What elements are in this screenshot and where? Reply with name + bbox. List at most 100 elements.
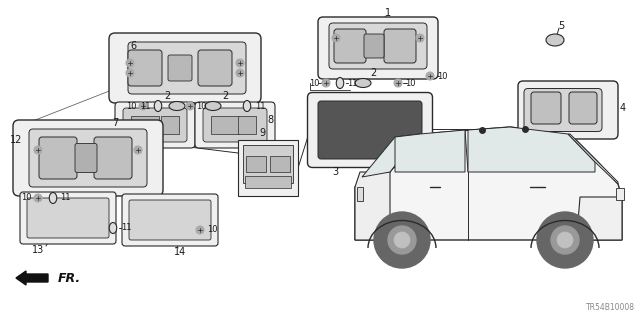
Bar: [243, 145, 293, 183]
Ellipse shape: [336, 77, 344, 89]
Circle shape: [34, 146, 42, 154]
Bar: [270, 156, 290, 172]
Text: 1: 1: [385, 8, 391, 18]
Text: 13: 13: [32, 245, 44, 255]
FancyBboxPatch shape: [318, 17, 438, 79]
Circle shape: [236, 59, 244, 67]
FancyBboxPatch shape: [122, 194, 218, 246]
Text: 10: 10: [20, 194, 31, 203]
Text: 14: 14: [174, 247, 186, 257]
Text: 10: 10: [125, 101, 136, 110]
Polygon shape: [362, 134, 420, 177]
Ellipse shape: [109, 222, 116, 234]
FancyBboxPatch shape: [128, 50, 162, 86]
Text: 11: 11: [347, 78, 357, 87]
Bar: [246, 156, 266, 172]
Ellipse shape: [49, 193, 57, 204]
FancyBboxPatch shape: [518, 81, 618, 139]
FancyBboxPatch shape: [329, 23, 427, 69]
Circle shape: [126, 59, 134, 67]
Ellipse shape: [355, 78, 371, 87]
Circle shape: [134, 146, 142, 154]
Text: 4: 4: [620, 103, 626, 113]
FancyBboxPatch shape: [123, 108, 187, 142]
Circle shape: [394, 79, 402, 87]
Text: TR54B10008: TR54B10008: [586, 303, 635, 312]
Text: 11: 11: [140, 101, 150, 110]
Ellipse shape: [169, 101, 185, 110]
Text: 12: 12: [10, 135, 22, 145]
Text: 10: 10: [207, 226, 217, 235]
FancyBboxPatch shape: [203, 108, 267, 142]
FancyBboxPatch shape: [569, 92, 597, 124]
Circle shape: [332, 34, 340, 42]
Text: 5: 5: [558, 21, 564, 31]
Text: 10: 10: [436, 71, 447, 81]
Bar: [616, 188, 624, 200]
Circle shape: [139, 102, 147, 110]
Bar: [161, 116, 179, 134]
FancyBboxPatch shape: [27, 198, 109, 238]
FancyBboxPatch shape: [198, 50, 232, 86]
FancyArrow shape: [16, 271, 48, 285]
Circle shape: [126, 69, 134, 77]
Circle shape: [537, 212, 593, 268]
Circle shape: [34, 194, 42, 202]
Polygon shape: [355, 172, 390, 240]
FancyBboxPatch shape: [168, 55, 192, 81]
FancyBboxPatch shape: [384, 29, 416, 63]
Circle shape: [394, 232, 410, 248]
FancyBboxPatch shape: [75, 143, 97, 172]
Bar: [211, 116, 239, 134]
Text: 10: 10: [308, 78, 319, 87]
FancyBboxPatch shape: [109, 33, 261, 103]
Circle shape: [416, 34, 424, 42]
Text: 6: 6: [130, 41, 136, 51]
Ellipse shape: [154, 100, 162, 111]
Text: 10: 10: [196, 101, 206, 110]
Polygon shape: [395, 130, 465, 172]
Bar: [357, 187, 363, 201]
Bar: [245, 176, 291, 188]
FancyBboxPatch shape: [318, 101, 422, 159]
FancyBboxPatch shape: [524, 89, 602, 132]
Text: 10: 10: [404, 78, 415, 87]
FancyBboxPatch shape: [195, 102, 275, 148]
Circle shape: [557, 232, 573, 248]
Circle shape: [236, 69, 244, 77]
Polygon shape: [468, 127, 595, 172]
FancyBboxPatch shape: [128, 42, 246, 94]
Circle shape: [426, 72, 434, 80]
Text: 2: 2: [222, 91, 228, 101]
Text: 3: 3: [332, 167, 338, 177]
Text: 2: 2: [164, 91, 170, 101]
FancyBboxPatch shape: [364, 34, 384, 58]
Ellipse shape: [205, 101, 221, 110]
Circle shape: [196, 226, 204, 234]
Bar: [238, 140, 298, 196]
FancyBboxPatch shape: [20, 192, 116, 244]
Bar: [238, 116, 256, 134]
FancyBboxPatch shape: [334, 29, 366, 63]
Text: 11: 11: [60, 194, 70, 203]
Circle shape: [374, 212, 430, 268]
Circle shape: [186, 102, 194, 110]
Circle shape: [551, 226, 579, 254]
Ellipse shape: [243, 100, 251, 111]
Circle shape: [388, 226, 416, 254]
FancyBboxPatch shape: [13, 120, 163, 196]
Text: 2: 2: [370, 68, 376, 78]
FancyBboxPatch shape: [129, 200, 211, 240]
Text: 8: 8: [267, 115, 273, 125]
FancyBboxPatch shape: [39, 137, 77, 179]
Text: 9: 9: [259, 128, 265, 138]
FancyBboxPatch shape: [531, 92, 561, 124]
Text: FR.: FR.: [58, 271, 81, 284]
Ellipse shape: [546, 34, 564, 46]
FancyBboxPatch shape: [29, 129, 147, 187]
FancyBboxPatch shape: [307, 92, 433, 167]
Polygon shape: [568, 134, 618, 184]
Text: 11: 11: [255, 101, 265, 110]
Polygon shape: [355, 127, 622, 240]
Bar: [131, 116, 159, 134]
